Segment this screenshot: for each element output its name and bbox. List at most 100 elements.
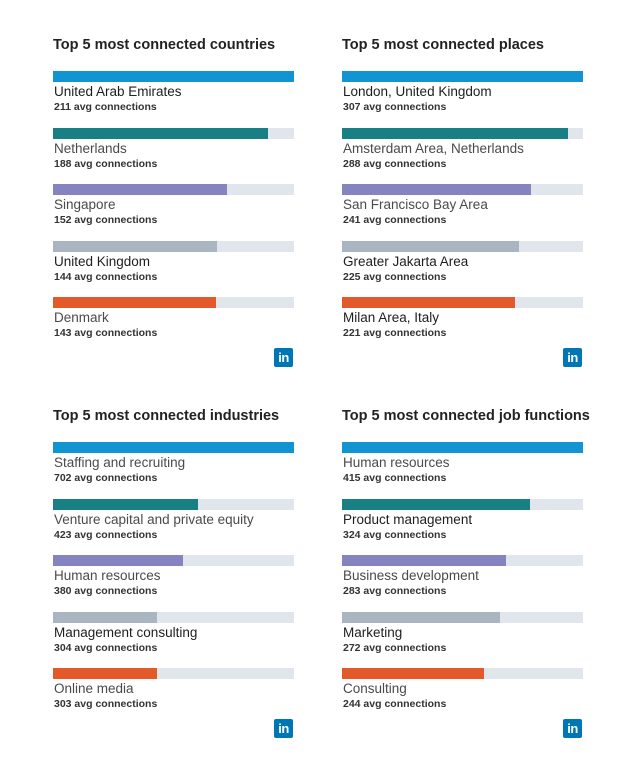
bar-row: Human resources 415 avg connections (342, 442, 584, 494)
bar-row: Business development 283 avg connections (342, 555, 584, 607)
linkedin-icon: in (274, 719, 293, 738)
bar-track (53, 127, 294, 139)
value-label: 143 avg connections (54, 327, 158, 339)
bar (53, 498, 198, 510)
bar-track (53, 297, 294, 308)
value-label: 303 avg connections (54, 698, 158, 710)
category-label: Denmark (54, 310, 109, 325)
bar-row: Singapore 152 avg connections (53, 184, 295, 236)
bar (53, 297, 216, 308)
bar (342, 498, 530, 510)
bar-track (342, 297, 583, 308)
linkedin-icon: in (563, 348, 582, 367)
bar-track (53, 71, 294, 82)
chart-title: Top 5 most connected countries (53, 37, 276, 53)
value-label: 415 avg connections (343, 472, 447, 484)
bar-track (53, 555, 294, 566)
value-label: 288 avg connections (343, 157, 447, 170)
bar-row: Venture capital and private equity 423 av… (53, 498, 295, 551)
category-label: Consulting (343, 681, 407, 696)
category-label: Staffing and recruiting (54, 455, 186, 470)
category-label: London, United Kingdom (343, 84, 492, 99)
value-label: 304 avg connections (54, 641, 158, 654)
bar-row: Netherlands 188 avg connections (53, 127, 295, 180)
value-label: 702 avg connections (54, 472, 158, 484)
bar-track (342, 240, 583, 252)
bar-track (53, 498, 294, 510)
bar-row: Human resources 380 avg connections (53, 555, 295, 607)
value-label: 307 avg connections (343, 101, 447, 113)
bar-row: Amsterdam Area, Netherlands 288 avg conne… (342, 127, 584, 180)
category-label: Human resources (343, 455, 450, 470)
value-label: 188 avg connections (54, 157, 158, 170)
bar-track (342, 668, 583, 679)
value-label: 272 avg connections (343, 641, 447, 654)
bar (53, 442, 294, 453)
bar-row: United Kingdom 144 avg connections (53, 240, 295, 293)
value-label: 144 avg connections (54, 270, 158, 283)
bar-row: Product management 324 avg connections (342, 498, 584, 551)
bar (342, 611, 500, 623)
chart-title: Top 5 most connected job functions (342, 408, 590, 424)
chart-title: Top 5 most connected industries (53, 408, 280, 424)
bar (53, 611, 157, 623)
category-label: Milan Area, Italy (343, 310, 440, 325)
bar-track (53, 611, 294, 623)
bar-track (53, 184, 294, 195)
bar (53, 555, 183, 566)
value-label: 380 avg connections (54, 585, 158, 597)
value-label: 423 avg connections (54, 528, 158, 541)
bar-row: London, United Kingdom 307 avg connection… (342, 71, 584, 123)
category-label: Marketing (343, 624, 403, 640)
bar-track (342, 611, 583, 623)
bar-track (342, 71, 583, 82)
bar-row: Online media 303 avg connections (53, 668, 295, 720)
bar-track (342, 127, 583, 139)
bar (53, 184, 227, 195)
bar-track (342, 442, 583, 453)
bar (53, 71, 294, 82)
category-label: Product management (343, 511, 473, 527)
bar (342, 442, 583, 453)
value-label: 244 avg connections (343, 698, 447, 710)
bar (342, 297, 515, 308)
bar-track (53, 240, 294, 252)
bar-row: Management consulting 304 avg connections (53, 611, 295, 664)
bar (342, 71, 583, 82)
bar (53, 127, 268, 139)
bar (342, 184, 531, 195)
bar-track (342, 498, 583, 510)
bar-row: Marketing 272 avg connections (342, 611, 584, 664)
bar-row: Denmark 143 avg connections (53, 297, 295, 349)
bar-track (342, 184, 583, 195)
value-label: 283 avg connections (343, 585, 447, 597)
category-label: Greater Jakarta Area (343, 253, 469, 269)
bar-row: San Francisco Bay Area 241 avg connection… (342, 184, 584, 236)
chart-title: Top 5 most connected places (342, 37, 544, 53)
bar-row: United Arab Emirates 211 avg connections (53, 71, 295, 123)
value-label: 152 avg connections (54, 214, 158, 226)
category-label: Netherlands (54, 140, 127, 156)
category-label: San Francisco Bay Area (343, 197, 488, 212)
category-label: Singapore (54, 197, 116, 212)
bar-track (53, 668, 294, 679)
bar (342, 555, 506, 566)
category-label: Human resources (54, 568, 161, 583)
bar-track (342, 555, 583, 566)
category-label: Management consulting (54, 624, 198, 640)
value-label: 324 avg connections (343, 528, 447, 541)
value-label: 241 avg connections (343, 214, 447, 226)
bar (53, 240, 217, 252)
bar (53, 668, 157, 679)
bar (342, 240, 519, 252)
category-label: Amsterdam Area, Netherlands (343, 140, 524, 156)
linkedin-icon: in (563, 719, 582, 738)
category-label: Business development (343, 568, 479, 583)
category-label: United Kingdom (54, 253, 151, 269)
bar-row: Staffing and recruiting 702 avg connectio… (53, 442, 295, 494)
value-label: 225 avg connections (343, 270, 447, 283)
bar (342, 668, 484, 679)
bar-track (53, 442, 294, 453)
linkedin-icon: in (274, 348, 293, 367)
category-label: Online media (54, 681, 134, 696)
